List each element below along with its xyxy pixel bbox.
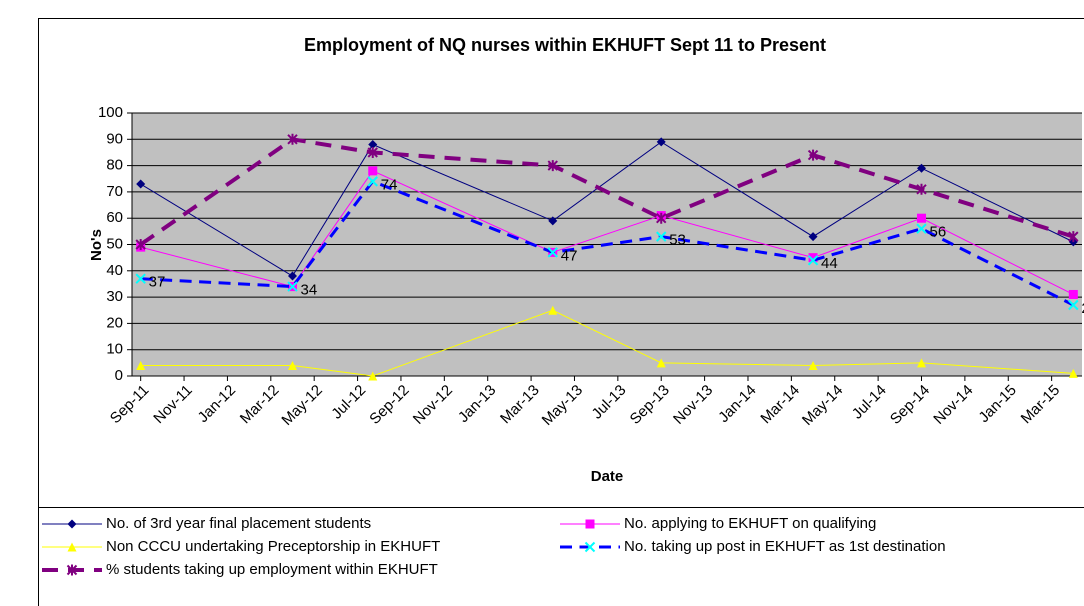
- series-line: [140, 141, 1074, 277]
- y-axis-title: No's: [88, 229, 105, 261]
- data-label: 37: [149, 274, 166, 291]
- y-tick-label: 100: [98, 104, 123, 121]
- marker: [916, 163, 926, 173]
- marker: [547, 160, 558, 172]
- marker: [808, 232, 818, 242]
- data-label: 53: [669, 232, 686, 249]
- data-label: 47: [561, 247, 578, 264]
- marker: [585, 519, 595, 529]
- marker: [135, 239, 146, 250]
- y-tick-label: 50: [106, 235, 123, 252]
- marker: [656, 212, 667, 224]
- marker: [367, 176, 378, 187]
- y-tick-label: 20: [106, 314, 123, 331]
- x-axis-title: Date: [591, 468, 624, 485]
- marker: [288, 271, 298, 281]
- legend-label: Non CCCU undertaking Preceptorship in EK…: [106, 538, 440, 555]
- legend-label: % students taking up employment within E…: [106, 561, 438, 578]
- marker: [916, 213, 926, 223]
- marker: [808, 360, 818, 370]
- marker: [807, 255, 819, 266]
- marker: [288, 360, 298, 370]
- y-tick-label: 70: [106, 183, 123, 200]
- marker: [656, 137, 666, 147]
- y-tick-label: 80: [106, 157, 123, 174]
- marker: [368, 166, 378, 176]
- y-tick-label: 10: [106, 341, 123, 358]
- marker: [1068, 299, 1079, 311]
- y-tick-label: 30: [106, 288, 123, 305]
- marker: [548, 305, 558, 315]
- marker: [1068, 231, 1079, 243]
- marker: [368, 371, 378, 381]
- y-tick-label: 90: [106, 130, 123, 147]
- data-label: 27: [1081, 300, 1084, 317]
- legend-label: No. taking up post in EKHUFT as 1st dest…: [624, 538, 946, 555]
- chart-title: Employment of NQ nurses within EKHUFT Se…: [304, 35, 826, 55]
- marker: [584, 541, 596, 553]
- marker: [136, 360, 146, 370]
- y-tick-label: 60: [106, 209, 123, 226]
- data-label: 56: [929, 224, 946, 241]
- data-label: 74: [381, 176, 398, 193]
- marker: [548, 216, 558, 226]
- marker: [136, 179, 146, 189]
- marker: [67, 542, 77, 552]
- marker: [547, 247, 558, 258]
- series-line: [140, 170, 1074, 295]
- y-tick-label: 40: [106, 262, 123, 279]
- marker: [287, 281, 298, 292]
- y-tick-label: 0: [115, 367, 123, 384]
- legend-label: No. of 3rd year final placement students: [106, 515, 371, 532]
- marker: [916, 223, 927, 234]
- marker: [916, 358, 926, 368]
- data-label: 44: [821, 255, 838, 272]
- series-line: [140, 309, 1074, 377]
- marker: [808, 253, 818, 263]
- marker: [916, 183, 927, 195]
- data-label: 34: [301, 282, 318, 299]
- marker: [656, 358, 666, 368]
- marker: [656, 231, 667, 242]
- marker: [1068, 368, 1078, 378]
- marker: [67, 519, 77, 529]
- marker: [807, 149, 819, 161]
- marker: [66, 564, 78, 576]
- series-line: [139, 137, 1074, 247]
- series-line: [140, 179, 1074, 307]
- marker: [1068, 289, 1078, 299]
- marker: [135, 273, 146, 284]
- marker: [368, 140, 378, 150]
- marker: [287, 133, 298, 145]
- legend-label: No. applying to EKHUFT on qualifying: [624, 515, 876, 532]
- marker: [367, 146, 378, 158]
